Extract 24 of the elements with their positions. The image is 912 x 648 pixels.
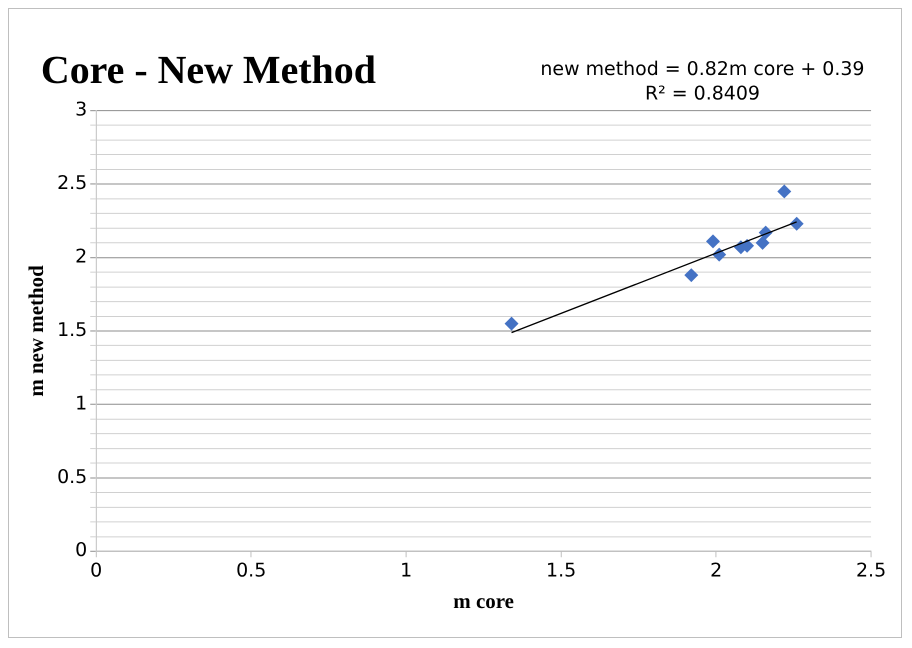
point: [777, 184, 792, 198]
y-tick-label: 2.5: [57, 172, 88, 194]
y-tick-label: 3: [75, 98, 88, 121]
point: [756, 236, 770, 250]
y-axis-title: m new method: [24, 264, 48, 397]
y-tick-label: 0.5: [57, 466, 88, 488]
y-tick-label: 1.5: [57, 318, 88, 341]
y-tick-label: 1: [75, 392, 88, 414]
x-tick-label: 2: [710, 560, 722, 582]
x-tick-label: 1: [400, 560, 412, 582]
x-tick-label: 1.5: [546, 560, 576, 582]
x-tick-label: 0.5: [236, 560, 266, 582]
text: R² = 0.8409: [644, 82, 760, 105]
y-tick-label: 2: [75, 245, 88, 268]
x-tick-label: 2.5: [856, 560, 886, 582]
x-axis-title: m core: [453, 588, 514, 613]
point: [706, 234, 720, 248]
point: [504, 316, 519, 331]
text: new method = 0.82m core + 0.39: [540, 58, 864, 80]
x-tick-label: 0: [90, 560, 102, 582]
point: [790, 216, 804, 231]
y-tick-label: 0: [75, 539, 88, 562]
chart-title: Core - New Method: [40, 46, 376, 92]
point: [684, 268, 698, 282]
